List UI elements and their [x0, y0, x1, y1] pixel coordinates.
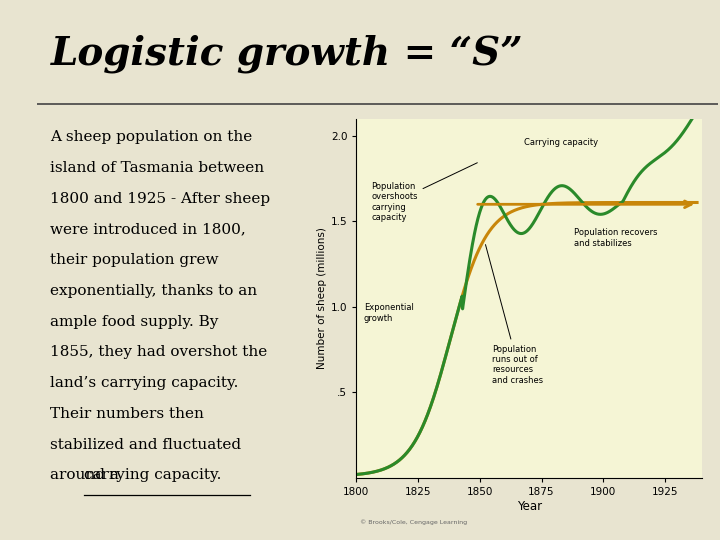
Text: their population grew: their population grew	[50, 253, 218, 267]
Text: Their numbers then: Their numbers then	[50, 407, 204, 421]
Text: ample food supply. By: ample food supply. By	[50, 315, 218, 329]
Text: Population
runs out of
resources
and crashes: Population runs out of resources and cra…	[485, 245, 544, 384]
Text: Logistic growth = “S”: Logistic growth = “S”	[51, 34, 523, 73]
Text: A sheep population on the: A sheep population on the	[50, 130, 252, 144]
Text: exponentially, thanks to an: exponentially, thanks to an	[50, 284, 257, 298]
Text: carrying capacity.: carrying capacity.	[84, 469, 222, 483]
Text: were introduced in 1800,: were introduced in 1800,	[50, 222, 246, 237]
Text: Population
overshoots
carrying
capacity: Population overshoots carrying capacity	[372, 163, 477, 222]
Text: stabilized and fluctuated: stabilized and fluctuated	[50, 438, 241, 452]
Text: © Brooks/Cole, Cengage Learning: © Brooks/Cole, Cengage Learning	[360, 519, 467, 524]
X-axis label: Year: Year	[517, 500, 541, 512]
Y-axis label: Number of sheep (millions): Number of sheep (millions)	[317, 227, 327, 369]
Text: around a: around a	[50, 469, 124, 483]
Text: Exponential
growth: Exponential growth	[364, 303, 414, 323]
Text: island of Tasmania between: island of Tasmania between	[50, 161, 264, 175]
Text: 1855, they had overshot the: 1855, they had overshot the	[50, 346, 267, 360]
Text: Carrying capacity: Carrying capacity	[524, 138, 598, 146]
Text: Population recovers
and stabilizes: Population recovers and stabilizes	[574, 228, 657, 248]
Text: land’s carrying capacity.: land’s carrying capacity.	[50, 376, 238, 390]
Text: 1800 and 1925 - After sheep: 1800 and 1925 - After sheep	[50, 192, 270, 206]
